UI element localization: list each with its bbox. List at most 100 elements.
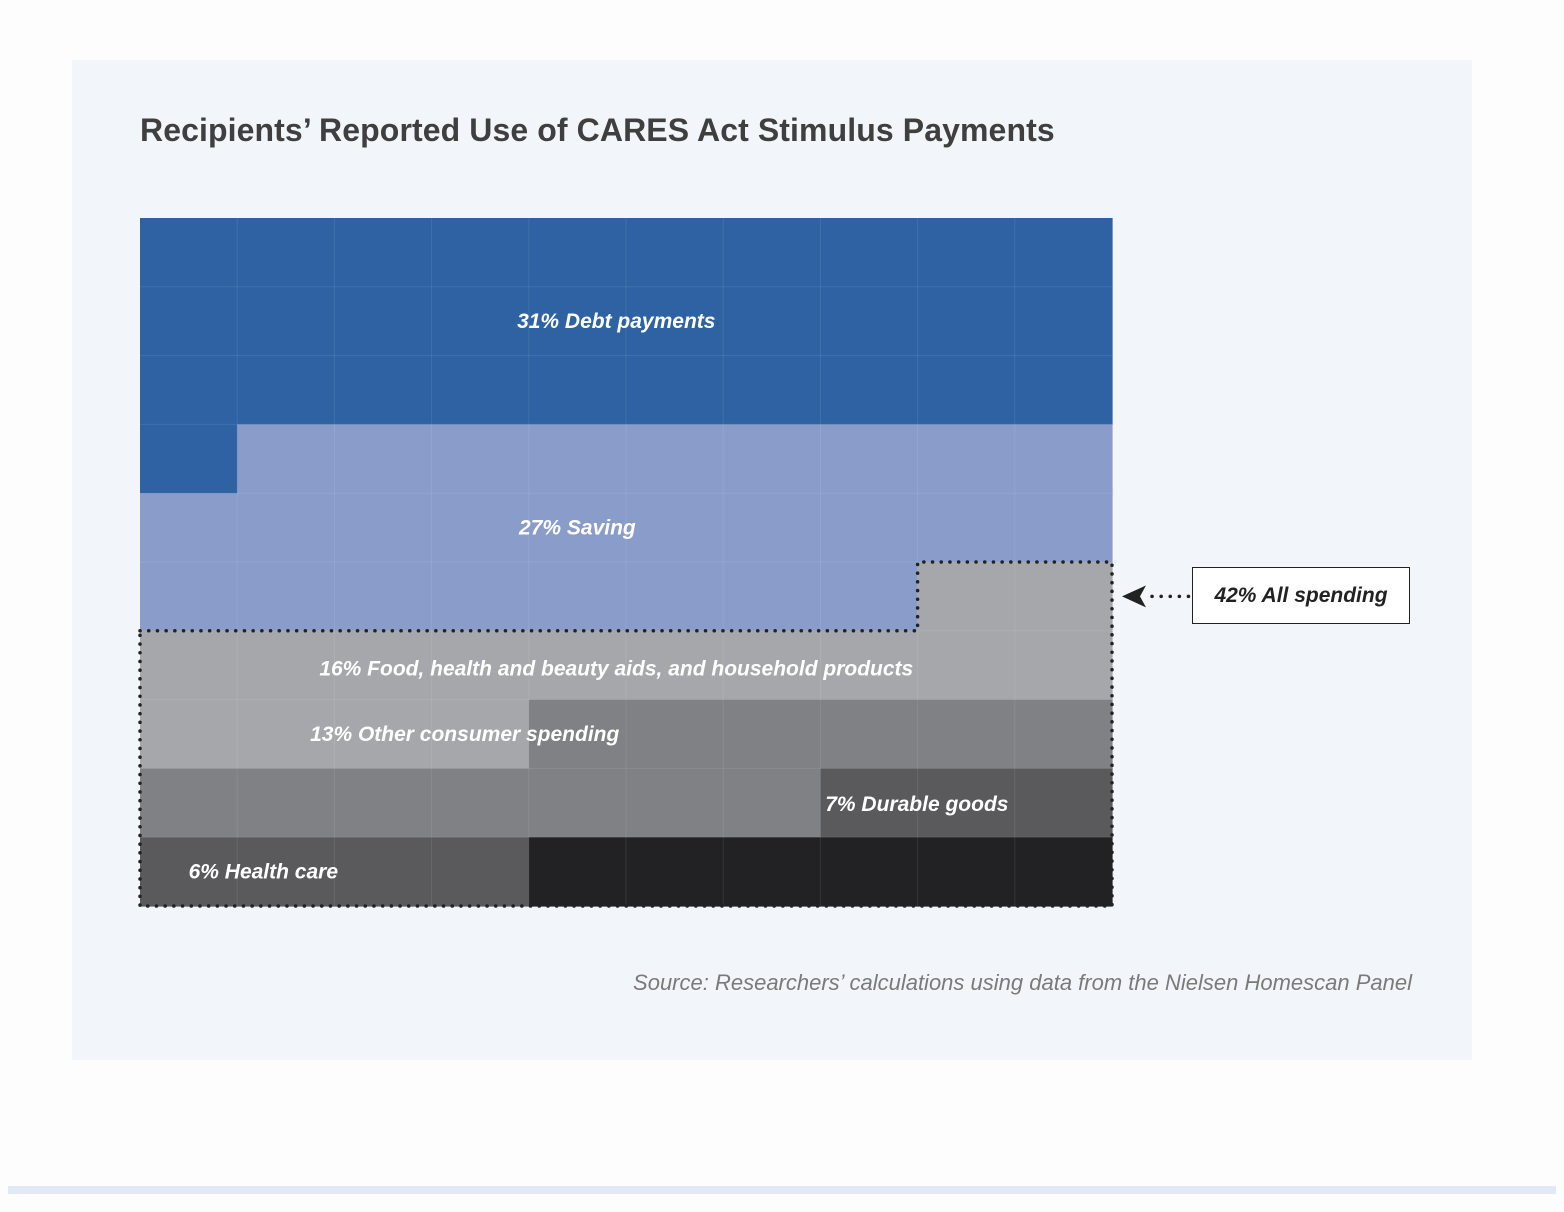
waffle-cell-durable-goods (140, 837, 238, 907)
waffle-cell-debt-payments (723, 218, 821, 288)
waffle-cell-food-health-and-beauty-aids-and-household-products (626, 630, 724, 701)
callout-arrowhead (1122, 585, 1146, 608)
waffle-cell-food-health-and-beauty-aids-and-household-products (820, 630, 919, 701)
waffle-cell-saving (1014, 493, 1113, 563)
waffle-cell-saving (140, 493, 238, 563)
waffle-cell-other-consumer-spending (334, 768, 433, 838)
waffle-cell-saving (917, 424, 1016, 494)
waffle-gridlines (140, 218, 1112, 906)
waffle-cell-health-care (528, 837, 627, 907)
waffle-cell-saving (1014, 424, 1113, 494)
waffle-cell-food-health-and-beauty-aids-and-household-products (917, 562, 1016, 632)
waffle-cell-durable-goods (237, 837, 335, 907)
waffle-cell-other-consumer-spending (626, 699, 724, 769)
waffle-cell-saving (237, 562, 335, 632)
waffle-cell-debt-payments (140, 218, 238, 288)
waffle-cell-debt-payments (528, 355, 627, 425)
waffle-cell-saving (237, 424, 335, 494)
waffle-cell-saving (528, 562, 627, 632)
label-health-care: 6% Health care (189, 861, 339, 884)
waffle-cell-saving (820, 493, 919, 563)
waffle-cell-saving (334, 424, 433, 494)
label-debt-payments: 31% Debt payments (517, 310, 715, 333)
label-food-health-and-beauty-aids-and-household-products: 16% Food, health and beauty aids, and ho… (319, 658, 913, 681)
waffle-cell-health-care (723, 837, 821, 907)
waffle-cell-health-care (1014, 837, 1113, 907)
waffle-cell-food-health-and-beauty-aids-and-household-products (1014, 630, 1113, 701)
waffle-labels: 31% Debt payments 27% Saving 16% Food, hea… (189, 310, 1009, 883)
waffle-cell-health-care (917, 837, 1016, 907)
waffle-cell-food-health-and-beauty-aids-and-household-products (237, 699, 335, 769)
waffle-cell-debt-payments (431, 218, 530, 288)
waffle-cell-debt-payments (140, 286, 238, 357)
waffle-cell-debt-payments (140, 424, 238, 494)
waffle-cell-saving (820, 424, 919, 494)
waffle-cell-saving (626, 562, 724, 632)
waffle-cell-food-health-and-beauty-aids-and-household-products (917, 630, 1016, 701)
waffle-cell-debt-payments (528, 218, 627, 288)
callout-arrow (1122, 585, 1196, 608)
waffle-cell-debt-payments (528, 286, 627, 357)
waffle-cell-debt-payments (1014, 355, 1113, 425)
waffle-cell-saving (237, 493, 335, 563)
waffle-cell-saving (334, 562, 433, 632)
waffle-cell-durable-goods (917, 768, 1016, 838)
waffle-cell-debt-payments (626, 286, 724, 357)
waffle-cell-food-health-and-beauty-aids-and-household-products (723, 630, 821, 701)
waffle-cell-other-consumer-spending (528, 768, 627, 838)
waffle-cell-debt-payments (917, 286, 1016, 357)
waffle-cell-saving (528, 493, 627, 563)
waffle-cell-food-health-and-beauty-aids-and-household-products (1014, 562, 1113, 632)
waffle-cell-durable-goods (1014, 768, 1113, 838)
waffle-cell-other-consumer-spending (431, 768, 530, 838)
all-spending-outline (138, 560, 1114, 908)
waffle-cell-debt-payments (334, 286, 433, 357)
waffle-cell-debt-payments (723, 355, 821, 425)
waffle-cell-debt-payments (820, 218, 919, 288)
waffle-cell-health-care (820, 837, 919, 907)
waffle-cell-debt-payments (820, 286, 919, 357)
waffle-cell-debt-payments (431, 286, 530, 357)
waffle-cell-saving (140, 562, 238, 632)
waffle-cell-durable-goods (334, 837, 433, 907)
waffle-cell-debt-payments (431, 355, 530, 425)
waffle-cell-other-consumer-spending (626, 768, 724, 838)
waffle-chart: 31% Debt payments 27% Saving 16% Food, hea… (138, 218, 1196, 908)
waffle-cell-debt-payments (626, 218, 724, 288)
waffle-cell-other-consumer-spending (1014, 699, 1113, 769)
waffle-cell-saving (626, 424, 724, 494)
waffle-cell-other-consumer-spending (917, 699, 1016, 769)
label-durable-goods: 7% Durable goods (825, 793, 1008, 816)
waffle-cell-food-health-and-beauty-aids-and-household-products (140, 699, 238, 769)
waffle-cell-durable-goods (431, 837, 530, 907)
waffle-cell-food-health-and-beauty-aids-and-household-products (334, 699, 433, 769)
waffle-cell-food-health-and-beauty-aids-and-household-products (528, 630, 627, 701)
waffle-cell-food-health-and-beauty-aids-and-household-products (237, 630, 335, 701)
bottom-divider (8, 1186, 1556, 1194)
all-spending-callout: 42% All spending (1192, 567, 1410, 624)
waffle-cell-debt-payments (237, 218, 335, 288)
waffle-cell-saving (820, 562, 919, 632)
waffle-cell-durable-goods (820, 768, 919, 838)
waffle-cell-food-health-and-beauty-aids-and-household-products (140, 630, 238, 701)
chart-title: Recipients’ Reported Use of CARES Act St… (140, 112, 1055, 148)
waffle-cell-food-health-and-beauty-aids-and-household-products (431, 630, 530, 701)
waffle-cell-debt-payments (237, 286, 335, 357)
waffle-cell-debt-payments (334, 218, 433, 288)
waffle-cell-saving (626, 493, 724, 563)
waffle-cell-debt-payments (917, 355, 1016, 425)
waffle-cell-saving (528, 424, 627, 494)
label-other-consumer-spending: 13% Other consumer spending (310, 723, 619, 746)
label-saving: 27% Saving (518, 517, 636, 540)
waffle-cell-saving (723, 424, 821, 494)
waffle-cell-other-consumer-spending (723, 768, 821, 838)
waffle-cell-debt-payments (820, 355, 919, 425)
waffle-cells (140, 218, 1113, 907)
waffle-cell-health-care (626, 837, 724, 907)
waffle-cell-other-consumer-spending (723, 699, 821, 769)
waffle-cell-debt-payments (917, 218, 1016, 288)
waffle-cell-debt-payments (334, 355, 433, 425)
waffle-cell-debt-payments (1014, 218, 1113, 288)
waffle-cell-debt-payments (140, 355, 238, 425)
waffle-cell-saving (917, 493, 1016, 563)
